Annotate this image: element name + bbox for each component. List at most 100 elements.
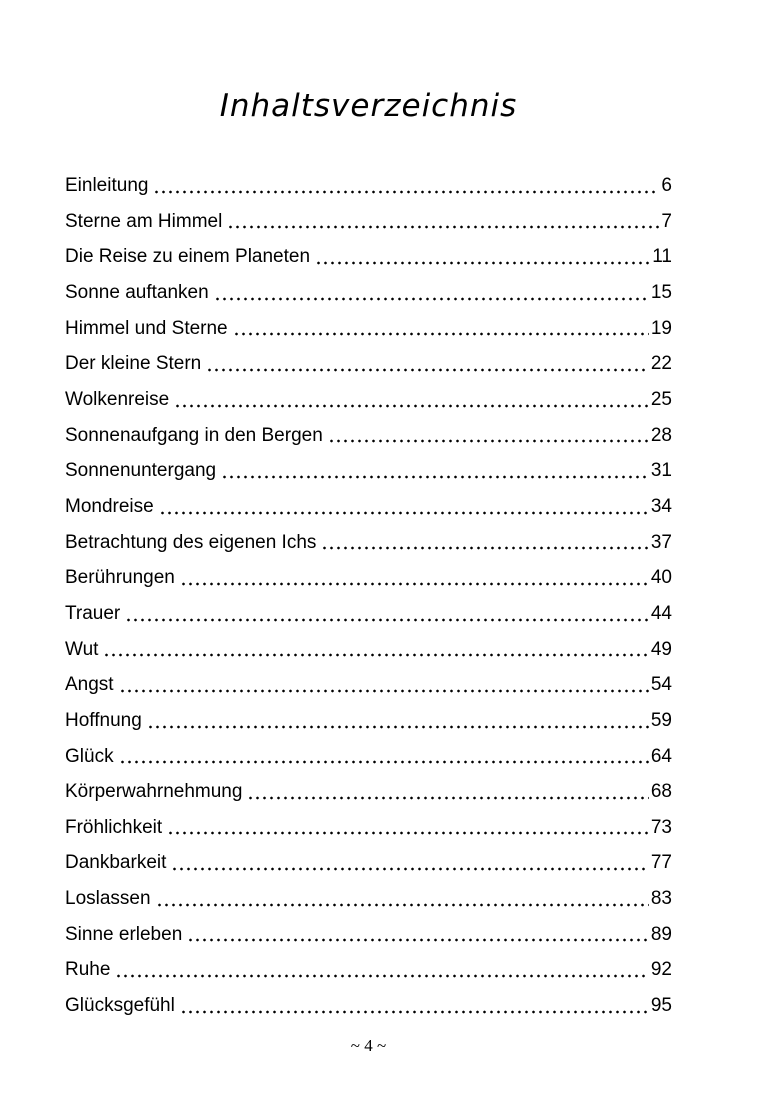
toc-entry: Dankbarkeit 77 <box>65 845 672 882</box>
toc-entry: Wolkenreise 25 <box>65 381 672 418</box>
leader-dots <box>174 381 649 418</box>
toc-entry-label: Hoffnung <box>65 709 142 731</box>
leader-dots <box>213 274 649 311</box>
toc-entry: Sinne erleben 89 <box>65 916 672 953</box>
toc-entry-label: Angst <box>65 674 114 696</box>
toc-entry-page-number: 15 <box>650 281 672 303</box>
leader-dots <box>167 809 649 846</box>
toc-entry-page-number: 25 <box>650 388 672 410</box>
toc-entry-page-number: 28 <box>650 424 672 446</box>
toc-entry-page-number: 89 <box>650 923 672 945</box>
toc-entry-page-number: 68 <box>650 781 672 803</box>
toc-entry-label: Der kleine Stern <box>65 353 202 375</box>
toc-entry: Trauer 44 <box>65 595 672 632</box>
toc-entry: Ruhe 92 <box>65 952 672 989</box>
toc-entry: Fröhlichkeit 73 <box>65 809 672 846</box>
toc-entry-label: Einleitung <box>65 175 149 196</box>
toc-entry-page-number: 37 <box>650 531 672 553</box>
toc-entry-page-number: 6 <box>661 175 672 196</box>
toc-entry-page-number: 11 <box>652 246 672 268</box>
toc-entry-label: Sinne erleben <box>65 923 183 945</box>
page-title: Inhaltsverzeichnis <box>219 88 518 124</box>
toc-entry-page-number: 49 <box>650 638 672 660</box>
toc-entry-page-number: 95 <box>650 995 672 1017</box>
leader-dots <box>155 881 649 917</box>
toc-entry-label: Sonnenaufgang in den Bergen <box>65 424 323 446</box>
leader-dots <box>206 346 649 382</box>
toc-entry-page-number: 31 <box>650 460 672 482</box>
toc-entry-label: Mondreise <box>65 495 154 517</box>
toc-entry: Glücksgefühl 95 <box>65 988 672 1024</box>
page-number-footer: ~ 4 ~ <box>350 1036 387 1055</box>
toc-entry: Betrachtung des eigenen Ichs 37 <box>65 524 672 561</box>
toc-entry: Hoffnung 59 <box>65 702 672 739</box>
toc-entry-page-number: 92 <box>650 959 672 981</box>
toc-entry-page-number: 34 <box>650 495 672 517</box>
toc-entry-page-number: 77 <box>650 852 672 874</box>
toc-entry: Einleitung 6 <box>65 168 672 204</box>
toc-entry: Körperwahrnehmung 68 <box>65 774 672 810</box>
toc-entry-label: Sterne am Himmel <box>65 210 223 232</box>
toc-entry-label: Glücksgefühl <box>65 995 175 1017</box>
toc-entry: Berührungen 40 <box>65 560 672 596</box>
leader-dots <box>158 488 649 525</box>
toc-entry-page-number: 7 <box>661 210 672 232</box>
toc-entry-label: Loslassen <box>65 888 151 910</box>
leader-dots <box>315 239 651 275</box>
toc-entry: Sterne am Himmel 7 <box>65 203 672 240</box>
toc-entry: Angst 54 <box>65 667 672 703</box>
toc-entry-label: Körperwahrnehmung <box>65 781 243 803</box>
toc-entry-label: Glück <box>65 745 114 767</box>
toc-entry-page-number: 54 <box>650 674 672 696</box>
toc-entry-label: Fröhlichkeit <box>65 816 163 838</box>
toc-entry-page-number: 64 <box>650 745 672 767</box>
toc-entry-label: Trauer <box>65 602 121 624</box>
leader-dots <box>118 667 649 703</box>
toc-entry-label: Berührungen <box>65 567 175 589</box>
toc-entry: Sonne auftanken 15 <box>65 274 672 311</box>
toc-entry: Himmel und Sterne 19 <box>65 310 672 347</box>
leader-dots <box>153 168 660 204</box>
toc-entry: Glück 64 <box>65 738 672 775</box>
leader-dots <box>103 631 649 668</box>
toc-entry-page-number: 40 <box>650 567 672 589</box>
leader-dots <box>247 774 649 810</box>
toc-entry-label: Sonnenuntergang <box>65 460 217 482</box>
toc-entry-label: Wolkenreise <box>65 388 170 410</box>
leader-dots <box>115 952 649 989</box>
toc-entry-page-number: 83 <box>650 888 672 910</box>
toc-entry: Der kleine Stern 22 <box>65 346 672 382</box>
toc-entry: Wut 49 <box>65 631 672 668</box>
toc-entry-page-number: 59 <box>650 709 672 731</box>
leader-dots <box>221 453 649 489</box>
leader-dots <box>321 524 649 561</box>
leader-dots <box>232 310 649 347</box>
toc-list: Einleitung 6 Sterne am Himmel 7 Die Reise zu… <box>65 168 672 1024</box>
toc-entry-label: Ruhe <box>65 959 111 981</box>
toc-entry-label: Wut <box>65 638 99 660</box>
leader-dots <box>187 916 649 953</box>
leader-dots <box>146 702 649 739</box>
toc-entry-page-number: 19 <box>650 317 672 339</box>
leader-dots <box>125 595 649 632</box>
toc-entry-label: Die Reise zu einem Planeten <box>65 246 311 268</box>
toc-entry-label: Dankbarkeit <box>65 852 167 874</box>
toc-entry: Sonnenuntergang 31 <box>65 453 672 489</box>
toc-entry-label: Himmel und Sterne <box>65 317 228 339</box>
toc-entry-page-number: 22 <box>650 353 672 375</box>
toc-entry-page-number: 44 <box>650 602 672 624</box>
toc-entry-label: Sonne auftanken <box>65 281 209 303</box>
leader-dots <box>327 417 649 454</box>
leader-dots <box>179 560 649 596</box>
toc-entry: Die Reise zu einem Planeten 11 <box>65 239 672 275</box>
toc-entry-page-number: 73 <box>650 816 672 838</box>
toc-entry: Loslassen 83 <box>65 881 672 917</box>
toc-entry-label: Betrachtung des eigenen Ichs <box>65 531 317 553</box>
leader-dots <box>118 738 649 775</box>
toc-entry: Mondreise 34 <box>65 488 672 525</box>
toc-entry: Sonnenaufgang in den Bergen 28 <box>65 417 672 454</box>
leader-dots <box>171 845 649 882</box>
leader-dots <box>179 988 649 1024</box>
leader-dots <box>227 203 660 240</box>
